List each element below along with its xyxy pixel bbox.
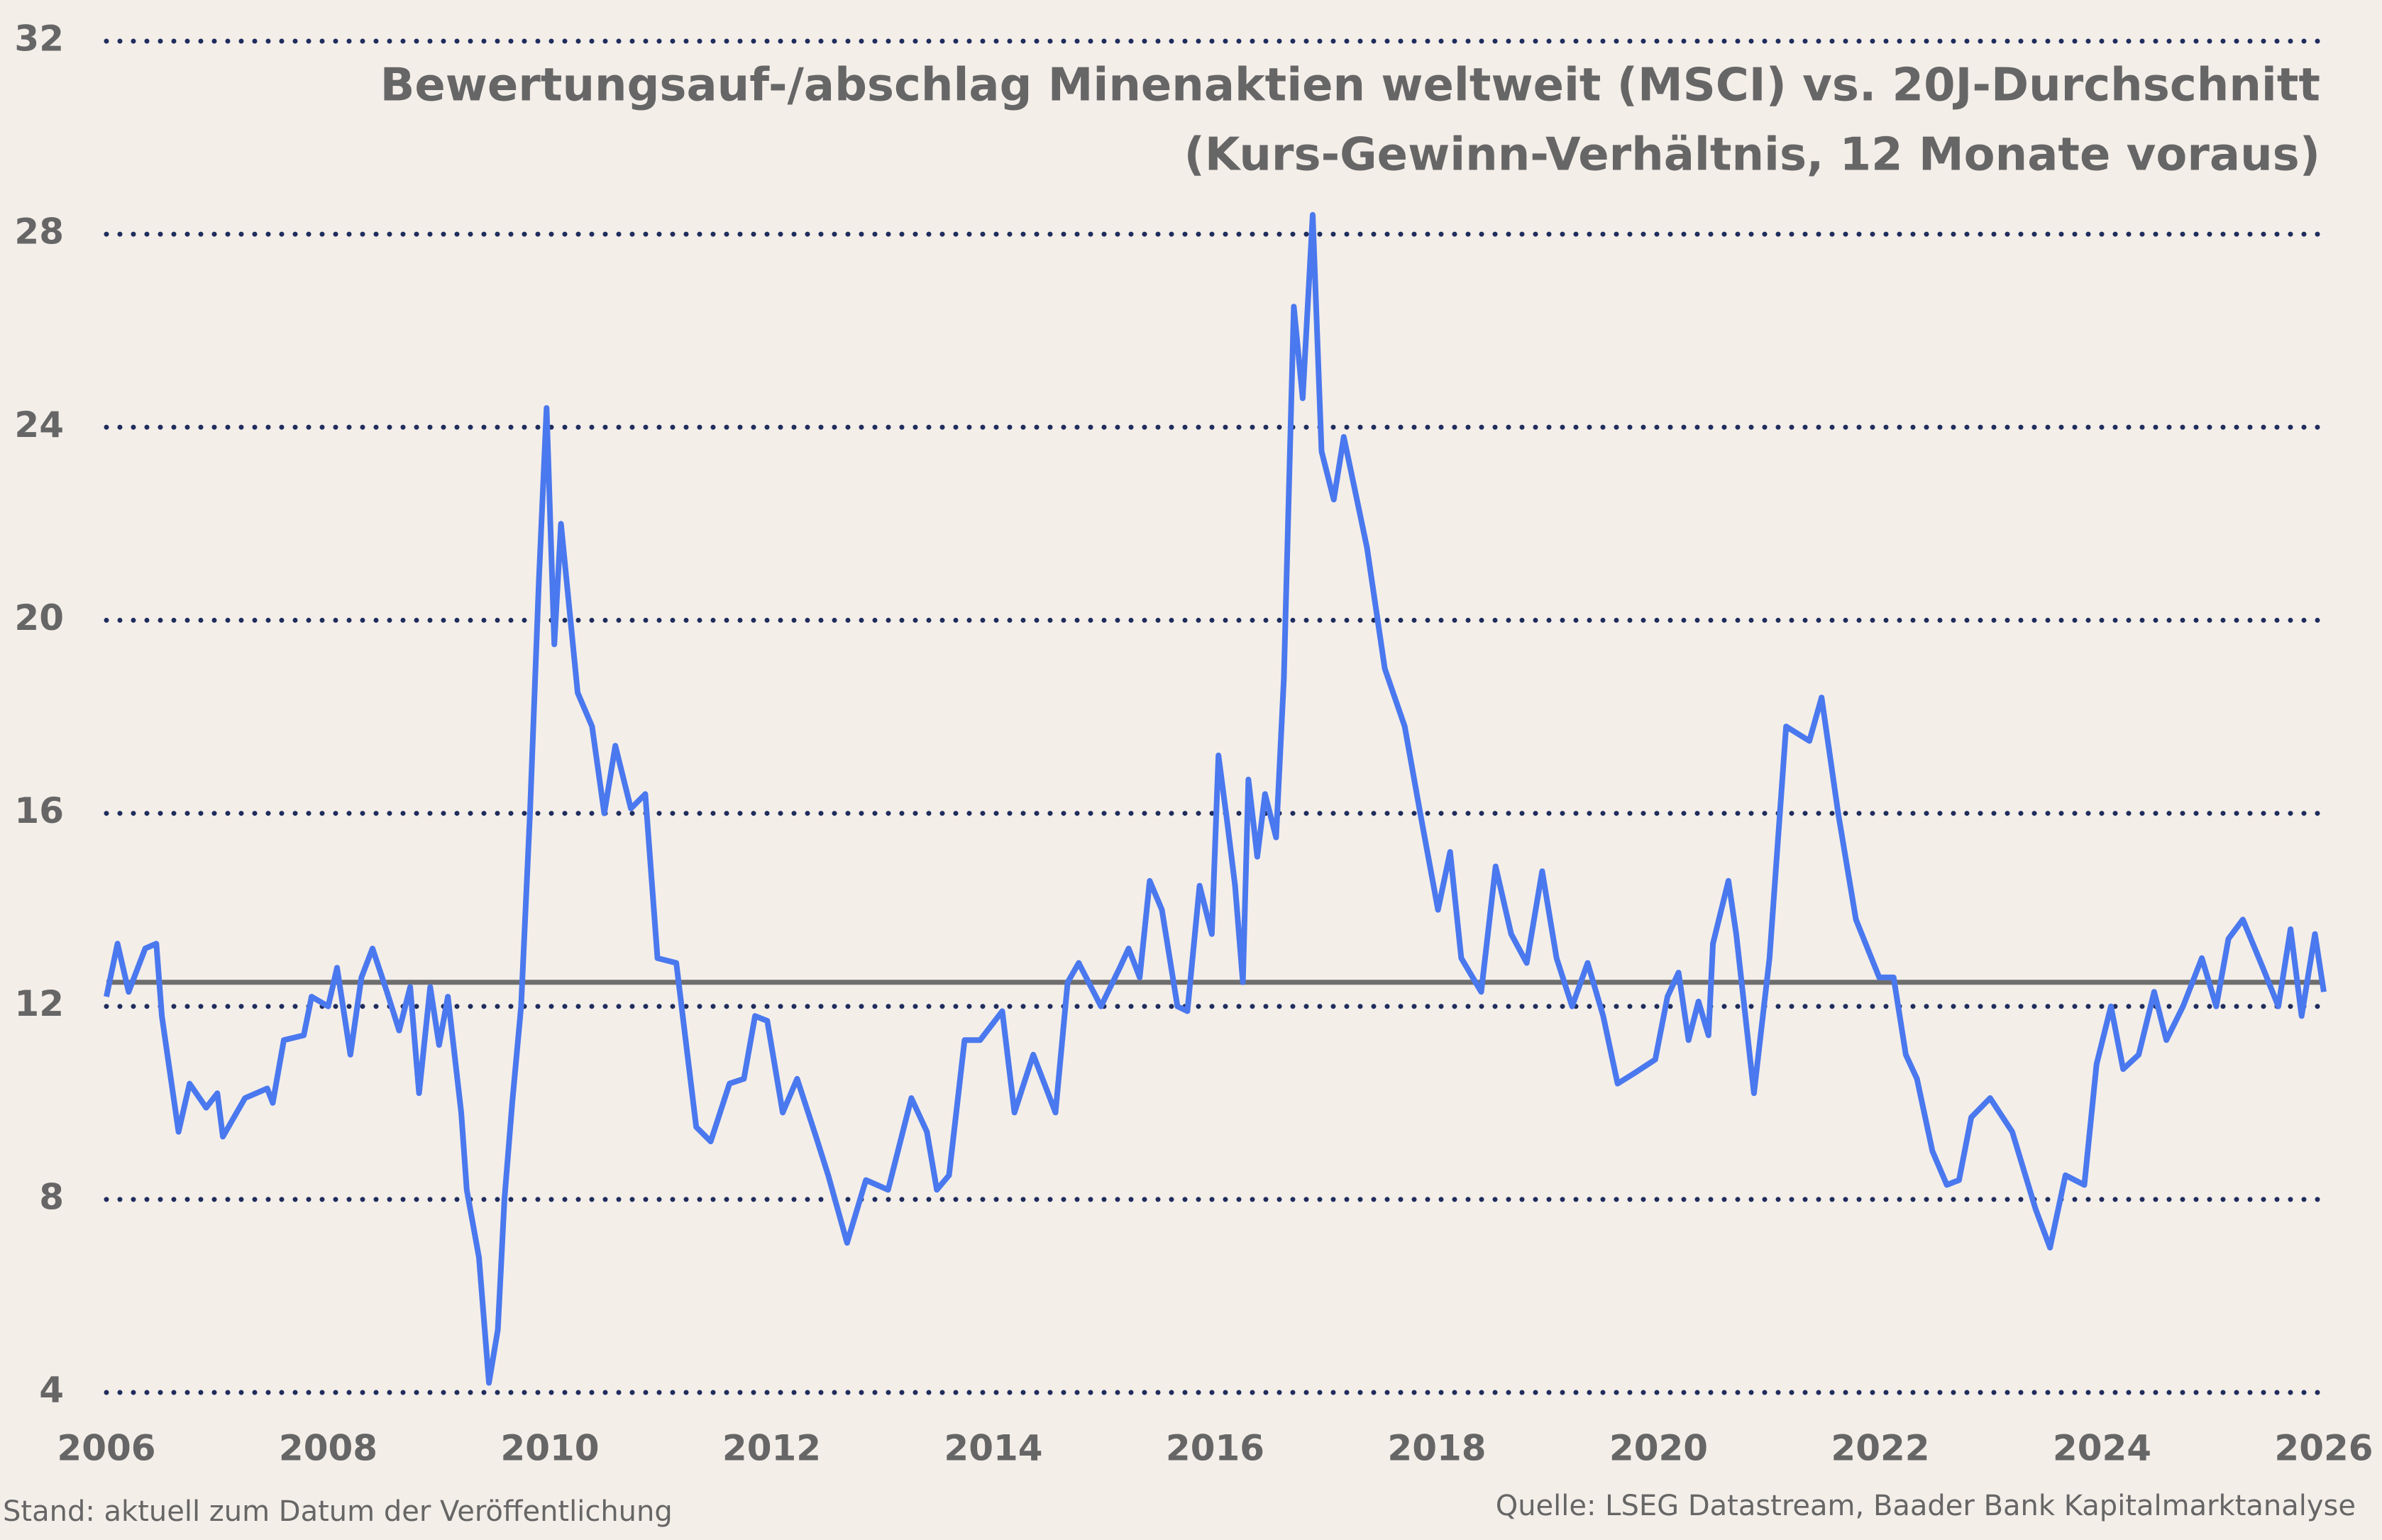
source: Quelle: LSEG Datastream, Baader Bank Kap… — [1496, 1490, 2356, 1522]
y-tick-label: 4 — [39, 1370, 64, 1411]
x-tick-label: 2018 — [1387, 1428, 1486, 1469]
y-tick-label: 8 — [39, 1176, 64, 1217]
y-tick-label: 16 — [14, 790, 64, 831]
chart-subtitle: (Kurs-Gewinn-Verhältnis, 12 Monate vorau… — [1184, 129, 2320, 182]
x-tick-label: 2008 — [279, 1428, 377, 1469]
y-tick-label: 24 — [14, 404, 64, 445]
x-tick-label: 2014 — [944, 1428, 1042, 1469]
x-tick-label: 2026 — [2274, 1428, 2373, 1469]
y-tick-label: 12 — [14, 983, 64, 1024]
x-tick-label: 2010 — [500, 1428, 599, 1469]
x-tick-label: 2024 — [2053, 1428, 2151, 1469]
x-tick-label: 2016 — [1166, 1428, 1264, 1469]
y-tick-label: 20 — [14, 597, 64, 638]
chart-title: Bewertungsauf-/abschlag Minenaktien welt… — [380, 60, 2320, 112]
y-tick-label: 32 — [14, 18, 64, 60]
y-tick-label: 28 — [14, 211, 64, 253]
x-tick-label: 2022 — [1831, 1428, 1929, 1469]
x-tick-label: 2020 — [1609, 1428, 1708, 1469]
note: Stand: aktuell zum Datum der Veröffentli… — [3, 1495, 673, 1528]
series-line — [104, 211, 2327, 1386]
x-tick-label: 2006 — [57, 1428, 155, 1469]
x-tick-label: 2012 — [722, 1428, 821, 1469]
